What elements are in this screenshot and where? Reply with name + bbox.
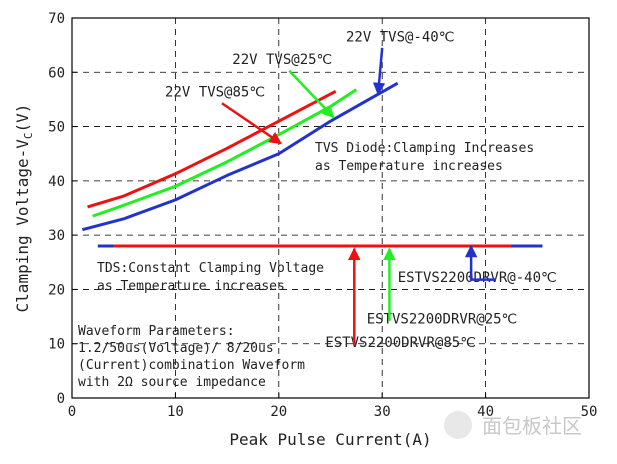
tick-labels: 0 10 20 30 40 50 0 10 20 30 40 50 60 70 bbox=[48, 11, 597, 420]
x-tick-label: 40 bbox=[477, 404, 494, 420]
series-line-22v-tvs-40 bbox=[81, 81, 399, 232]
callout-arrow bbox=[288, 69, 335, 119]
y-tick-label: 60 bbox=[48, 65, 65, 81]
tds-note-line-1: TDS:Constant Clamping Voltage bbox=[97, 261, 324, 276]
callout-arrow bbox=[372, 47, 386, 96]
watermark-text: 面包板社区 bbox=[482, 414, 582, 438]
waveform-note-line-1: Waveform Parameters: bbox=[78, 324, 235, 339]
y-tick-label: 40 bbox=[48, 174, 65, 190]
y-axis-label-unit: (V) bbox=[13, 104, 32, 133]
x-tick-label: 30 bbox=[374, 404, 391, 420]
waveform-note-line-4: with 2Ω source impedance bbox=[78, 375, 266, 390]
y-tick-label: 70 bbox=[48, 11, 65, 27]
callout-label: 22V TVS@-40℃ bbox=[346, 29, 454, 45]
y-tick-label: 0 bbox=[57, 391, 65, 407]
callout-label: 22V TVS@85℃ bbox=[165, 85, 265, 101]
y-tick-label: 30 bbox=[48, 228, 65, 244]
callout-label: ESTVS2200DRVR@25℃ bbox=[367, 312, 518, 328]
callout-arrow bbox=[221, 102, 282, 145]
series-line-22v-tvs-85 bbox=[87, 89, 337, 209]
x-tick-label: 0 bbox=[68, 404, 76, 420]
waveform-note-line-3: (Current)combination Waveform bbox=[78, 358, 305, 373]
y-axis-label-main: Clamping Voltage-V bbox=[13, 139, 32, 313]
watermark: 面包板社区 bbox=[444, 411, 582, 439]
y-axis-label: Clamping Voltage-VC(V) bbox=[13, 104, 35, 313]
tds-note-line-2: as Temperature increases bbox=[97, 279, 285, 294]
x-axis-label: Peak Pulse Current(A) bbox=[229, 430, 431, 449]
x-tick-label: 50 bbox=[581, 404, 598, 420]
waveform-note-line-2: 1.2/50us(Voltage)/ 8/20us bbox=[78, 341, 274, 356]
callout-arrow bbox=[464, 244, 496, 281]
x-tick-label: 20 bbox=[270, 404, 287, 420]
tvs-note-line-2: as Temperature increases bbox=[315, 159, 503, 174]
callouts: 22V TVS@85℃ 22V TVS@25℃ 22V TVS@-40℃ ESTVS2… bbox=[165, 29, 557, 351]
y-tick-label: 50 bbox=[48, 120, 65, 136]
callout-label: 22V TVS@25℃ bbox=[232, 52, 332, 68]
callout-label: ESTVS2200DRVR@85℃ bbox=[325, 335, 476, 351]
grid bbox=[72, 18, 589, 398]
callout-label: ESTVS2200DRVR@-40℃ bbox=[398, 270, 557, 286]
plot-frame bbox=[71, 17, 590, 399]
y-tick-label: 10 bbox=[48, 337, 65, 353]
y-tick-label: 20 bbox=[48, 282, 65, 298]
x-tick-label: 10 bbox=[167, 404, 184, 420]
y-axis-label-subscript: C bbox=[22, 132, 35, 139]
tvs-note-line-1: TVS Diode:Clamping Increases bbox=[315, 141, 534, 156]
